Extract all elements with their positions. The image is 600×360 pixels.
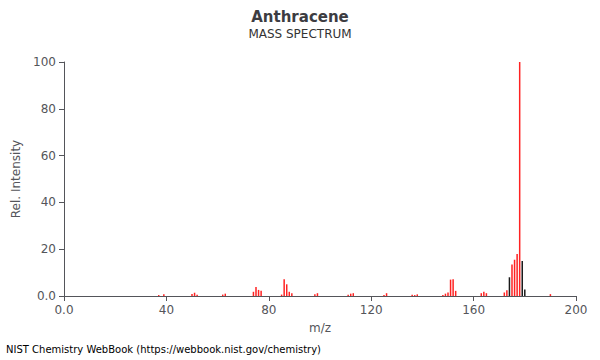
- svg-text:0.0: 0.0: [37, 289, 56, 303]
- svg-text:NIST Chemistry WebBook (https:: NIST Chemistry WebBook (https://webbook.…: [6, 344, 321, 355]
- svg-text:80: 80: [261, 303, 276, 317]
- svg-text:200: 200: [565, 303, 588, 317]
- svg-text:m/z: m/z: [309, 321, 331, 335]
- svg-text:Rel. Intensity: Rel. Intensity: [9, 140, 23, 218]
- svg-text:40: 40: [159, 303, 174, 317]
- svg-text:40: 40: [41, 195, 56, 209]
- svg-text:160: 160: [462, 303, 485, 317]
- svg-text:MASS SPECTRUM: MASS SPECTRUM: [248, 27, 351, 41]
- svg-text:20: 20: [41, 242, 56, 256]
- svg-text:100: 100: [33, 55, 56, 69]
- svg-text:Anthracene: Anthracene: [251, 8, 349, 26]
- svg-text:0.0: 0.0: [54, 303, 73, 317]
- svg-text:60: 60: [41, 149, 56, 163]
- svg-text:80: 80: [41, 102, 56, 116]
- svg-text:120: 120: [360, 303, 383, 317]
